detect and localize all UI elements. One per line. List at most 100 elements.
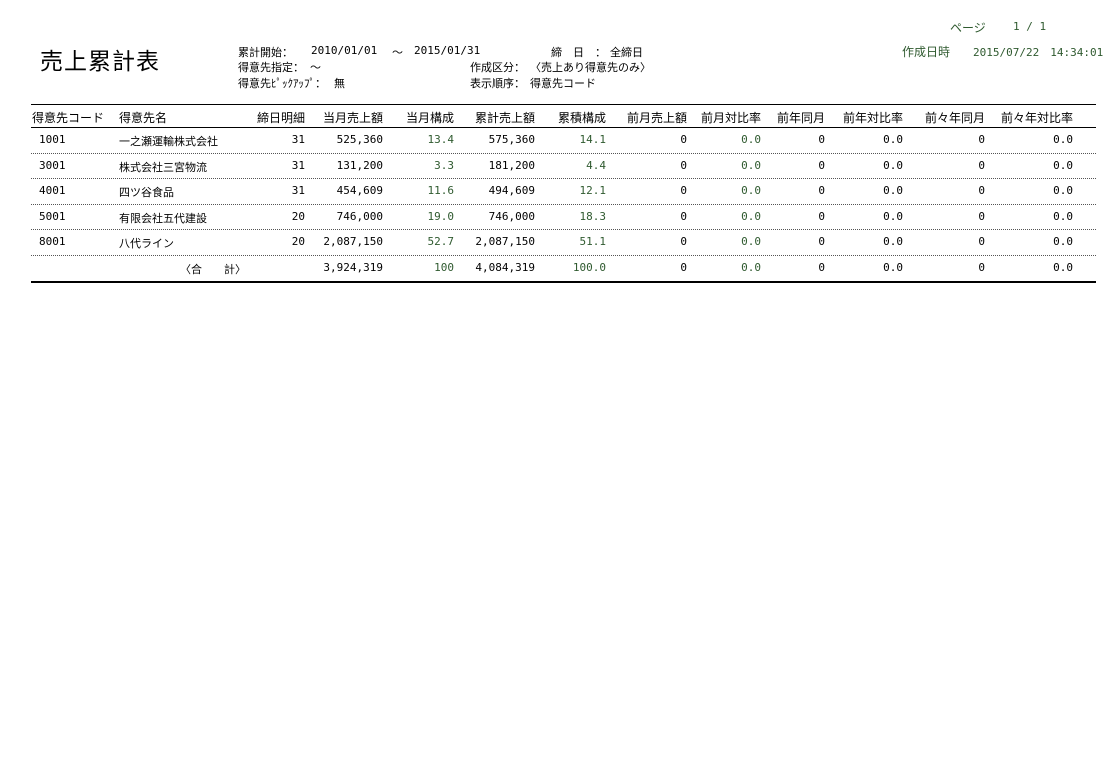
header-two-years-rate: 前々年対比率 — [1000, 111, 1073, 125]
table-cell: 525,360 — [336, 133, 383, 146]
created-datetime: 2015/07/22 14:34:01 — [973, 46, 1104, 59]
total-cell: 4,084,319 — [475, 260, 535, 274]
sales-summary-table: 得意先コード 得意先名 締日明細 当月売上額 当月構成 累計売上額 累積構成 前… — [31, 104, 1096, 283]
total-cell: 0.0 — [741, 260, 761, 274]
customer-spec-label: 得意先指定： — [238, 61, 304, 74]
page-label: ページ — [950, 21, 986, 35]
table-cell: 746,000 — [488, 209, 535, 223]
table-cell: 2,087,150 — [323, 235, 383, 249]
table-cell: 14.1 — [579, 133, 607, 146]
page-number: 1 / 1 — [1013, 20, 1047, 33]
table-cell: 0 — [818, 184, 825, 198]
table-cell: 0.0 — [883, 184, 903, 198]
total-cell: 100.0 — [572, 260, 606, 274]
table-cell: 31 — [291, 184, 305, 198]
table-cell: 0.0 — [883, 158, 903, 172]
pickup-label: 得意先ﾋﾟｯｸｱｯﾌﾟ： — [238, 77, 326, 90]
table-cell: 18.3 — [579, 209, 607, 223]
customer-code-cell: 4001 — [39, 184, 66, 198]
header-prev-month-sales: 前月売上額 — [626, 111, 687, 125]
table-cell: 0 — [818, 158, 825, 172]
period-from: 2010/01/01 — [311, 44, 378, 57]
customer-code-cell: 1001 — [39, 133, 66, 146]
table-cell: 0 — [680, 209, 687, 223]
report-title: 売上累計表 — [40, 49, 160, 75]
period-label: 累計開始： — [238, 46, 293, 59]
header-customer-name: 得意先名 — [119, 111, 168, 125]
header-prev-year-month: 前年同月 — [776, 111, 825, 125]
customer-name-cell: 四ツ谷食品 — [119, 186, 174, 200]
closing-label: 締 日 ： — [551, 46, 606, 59]
table-cell: 31 — [291, 133, 305, 146]
total-cell: 0 — [818, 260, 825, 274]
header-month-sales: 当月売上額 — [322, 111, 383, 125]
table-cell: 11.6 — [427, 184, 455, 198]
table-cell: 0 — [680, 158, 687, 172]
table-cell: 746,000 — [336, 209, 383, 223]
table-cell: 0 — [978, 209, 985, 223]
table-cell: 0.0 — [883, 133, 903, 146]
table-header-row: 得意先コード 得意先名 締日明細 当月売上額 当月構成 累計売上額 累積構成 前… — [31, 104, 1096, 128]
total-cell: 0 — [978, 260, 985, 274]
customer-name-cell: 一之瀬運輸株式会社 — [119, 135, 218, 148]
customer-name-cell: 八代ライン — [119, 237, 174, 251]
header-month-ratio: 当月構成 — [405, 111, 454, 125]
table-cell: 19.0 — [427, 209, 455, 223]
creation-type-label: 作成区分： — [470, 61, 525, 74]
pickup-value: 無 — [334, 77, 345, 90]
header-cumulative-ratio: 累積構成 — [557, 111, 606, 125]
creation-type-value: 〈売上あり得意先のみ〉 — [530, 61, 651, 74]
closing-value: 全締日 — [610, 46, 643, 59]
table-cell: 0.0 — [741, 133, 761, 146]
table-cell: 0.0 — [1053, 184, 1073, 198]
total-cell: 3,924,319 — [323, 260, 383, 274]
table-cell: 181,200 — [488, 158, 535, 172]
table-cell: 0 — [680, 184, 687, 198]
total-cell: 0.0 — [1053, 260, 1073, 274]
table-cell: 0.0 — [1053, 209, 1073, 223]
table-cell: 52.7 — [427, 235, 455, 249]
table-cell: 0 — [978, 184, 985, 198]
created-label: 作成日時 — [902, 45, 951, 59]
table-cell: 4.4 — [586, 158, 606, 172]
table-cell: 12.1 — [579, 184, 607, 198]
table-cell: 2,087,150 — [475, 235, 535, 249]
customer-spec-value: ～ — [310, 61, 321, 74]
table-cell: 454,609 — [336, 184, 383, 198]
table-row: 1001 一之瀬運輸株式会社 31 525,360 13.4 575,360 14.1 0 0.… — [31, 128, 1096, 154]
table-cell: 0.0 — [883, 209, 903, 223]
total-label: 〈合 計〉 — [180, 262, 246, 276]
total-cell: 100 — [434, 260, 454, 274]
table-cell: 0 — [978, 158, 985, 172]
table-cell: 0.0 — [741, 209, 761, 223]
table-cell: 0 — [818, 133, 825, 146]
table-cell: 0.0 — [1053, 133, 1073, 146]
total-cell: 0 — [680, 260, 687, 274]
table-cell: 0 — [680, 133, 687, 146]
table-row: 4001 四ツ谷食品 31 454,609 11.6 494,609 12.1 0 0.0 0 0.… — [31, 179, 1096, 205]
table-cell: 575,360 — [488, 133, 535, 146]
table-row: 8001 八代ライン 20 2,087,150 52.7 2,087,150 51.1 0 0.… — [31, 230, 1096, 256]
table-cell: 131,200 — [336, 158, 383, 172]
sort-label: 表示順序： — [470, 77, 525, 90]
table-row: 5001 有限会社五代建設 20 746,000 19.0 746,000 18.3 0 0.0… — [31, 205, 1096, 231]
header-two-years-month: 前々年同月 — [924, 111, 985, 125]
customer-name-cell: 株式会社三宮物流 — [119, 160, 207, 174]
table-cell: 0 — [818, 209, 825, 223]
customer-code-cell: 8001 — [39, 235, 66, 249]
table-cell: 0.0 — [741, 184, 761, 198]
header-prev-year-rate: 前年対比率 — [842, 111, 903, 125]
header-customer-code: 得意先コード — [32, 111, 105, 125]
total-row: 〈合 計〉 3,924,319 100 4,084,319 100.0 0 0.… — [31, 256, 1096, 283]
customer-code-cell: 3001 — [39, 158, 66, 172]
table-cell: 0.0 — [741, 235, 761, 249]
table-cell: 20 — [291, 209, 305, 223]
table-cell: 3.3 — [434, 158, 454, 172]
customer-name-cell: 有限会社五代建設 — [119, 211, 207, 225]
period-separator: ～ — [392, 46, 403, 59]
table-cell: 31 — [291, 158, 305, 172]
table-cell: 0.0 — [883, 235, 903, 249]
table-cell: 0.0 — [741, 158, 761, 172]
table-cell: 0.0 — [1053, 158, 1073, 172]
customer-code-cell: 5001 — [39, 209, 66, 223]
